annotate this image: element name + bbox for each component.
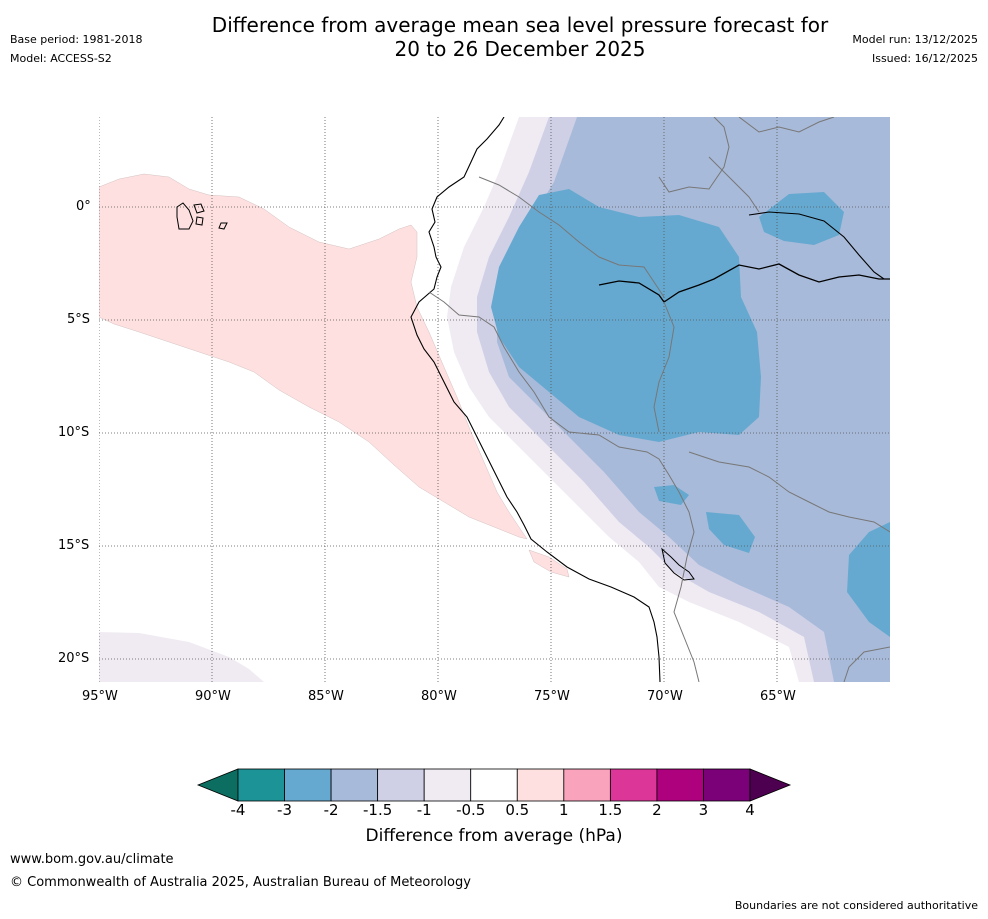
- border-peru-brazil-bolivia: [428, 291, 700, 682]
- anomaly-patch-small-2: [706, 512, 755, 553]
- colorbar-over-arrow: [749, 768, 792, 802]
- colorbar-segment: [656, 768, 704, 802]
- map-title: Difference from average mean sea level p…: [150, 13, 890, 61]
- footer-url[interactable]: www.bom.gov.au/climate: [10, 852, 174, 867]
- colorbar-segment: [609, 768, 658, 802]
- colorbar-under-arrow: [196, 768, 239, 802]
- colorbar-segment: [703, 768, 751, 802]
- colorbar-tick-label: -0.5: [456, 801, 486, 819]
- anomaly-core-southeast: [847, 522, 890, 637]
- border-interior-1: [653, 301, 675, 433]
- gridlines: [99, 117, 890, 682]
- lon-label-80w: 80°W: [421, 689, 457, 704]
- colorbar-segment: [237, 768, 285, 802]
- border-interior-4: [708, 156, 760, 213]
- colorbar-tick-label: 3: [698, 801, 709, 819]
- lake-titicaca: [661, 547, 695, 581]
- colorbar-segment: [423, 768, 472, 802]
- colorbar-segment: [563, 768, 611, 802]
- colorbar-tick-label: 2: [652, 801, 662, 819]
- galapagos-island-2: [193, 203, 205, 214]
- issued-date: Issued: 16/12/2025: [871, 52, 978, 65]
- colorbar-ticks: -4 -3 -2 -1.5 -1 -0.5 0.5 1 1.5 2 3 4: [0, 801, 988, 821]
- colorbar-tick-label: -4: [230, 801, 246, 819]
- footer-copyright: © Commonwealth of Australia 2025, Austra…: [10, 875, 471, 890]
- lon-label-95w: 95°W: [82, 689, 118, 704]
- colorbar-segment: [330, 768, 379, 802]
- lon-label-65w: 65°W: [760, 689, 796, 704]
- lat-label-0: 0°: [76, 199, 91, 214]
- coastline: [410, 117, 661, 682]
- model-name: Model: ACCESS-S2: [10, 52, 112, 65]
- colorbar-tick-label: 4: [745, 801, 755, 819]
- galapagos-islands: [176, 202, 228, 230]
- footer-disclaimer: Boundaries are not considered authoritat…: [734, 899, 978, 912]
- lon-label-75w: 75°W: [534, 689, 570, 704]
- colorbar-segment: [470, 768, 518, 802]
- colorbar-tick-label: -3: [277, 801, 293, 819]
- country-borders: [428, 117, 890, 682]
- border-paraguay: [843, 646, 890, 682]
- anomaly-region-plus-0.5: [99, 173, 528, 540]
- anomaly-patch-small-1: [654, 485, 689, 505]
- title-line-1: Difference from average mean sea level p…: [211, 13, 829, 37]
- lat-label-5s: 5°S: [67, 312, 91, 327]
- colorbar-segment: [284, 768, 332, 802]
- base-period: Base period: 1981-2018: [10, 33, 143, 46]
- border-bolivia-brazil: [688, 451, 890, 533]
- galapagos-island-3: [195, 216, 204, 226]
- pressure-anomaly-map: [99, 117, 890, 682]
- border-interior-3: [738, 117, 835, 133]
- northern-river: [748, 211, 885, 280]
- border-interior-2: [658, 117, 730, 193]
- colorbar-tick-label: 0.5: [505, 801, 530, 819]
- border-peru-colombia: [478, 176, 665, 298]
- galapagos-island-1: [176, 202, 194, 230]
- colorbar: [196, 768, 792, 802]
- anomaly-core-north: [759, 192, 844, 245]
- amazon-river: [598, 263, 890, 303]
- colorbar-tick-label: -1: [416, 801, 432, 819]
- colorbar-segments: [237, 768, 751, 802]
- colorbar-tick-label: 1.5: [598, 801, 623, 819]
- colorbar-segment: [516, 768, 565, 802]
- colorbar-tick-label: -1.5: [362, 801, 393, 819]
- anomaly-region-southwest: [99, 632, 264, 682]
- lat-label-15s: 15°S: [58, 538, 90, 553]
- lon-label-85w: 85°W: [308, 689, 344, 704]
- lat-label-20s: 20°S: [58, 651, 90, 666]
- lon-label-90w: 90°W: [195, 689, 231, 704]
- lon-label-70w: 70°W: [647, 689, 683, 704]
- colorbar-tick-label: -2: [323, 801, 339, 819]
- anomaly-core-central: [491, 189, 761, 442]
- colorbar-label: Difference from average (hPa): [365, 826, 623, 846]
- colorbar-tick-label: 1: [559, 801, 569, 819]
- galapagos-island-4: [218, 222, 228, 230]
- lat-label-10s: 10°S: [58, 425, 90, 440]
- title-line-2: 20 to 26 December 2025: [394, 37, 646, 61]
- colorbar-segment: [377, 768, 425, 802]
- model-run: Model run: 13/12/2025: [852, 33, 978, 46]
- anomaly-patch-plus-coastal: [528, 549, 570, 578]
